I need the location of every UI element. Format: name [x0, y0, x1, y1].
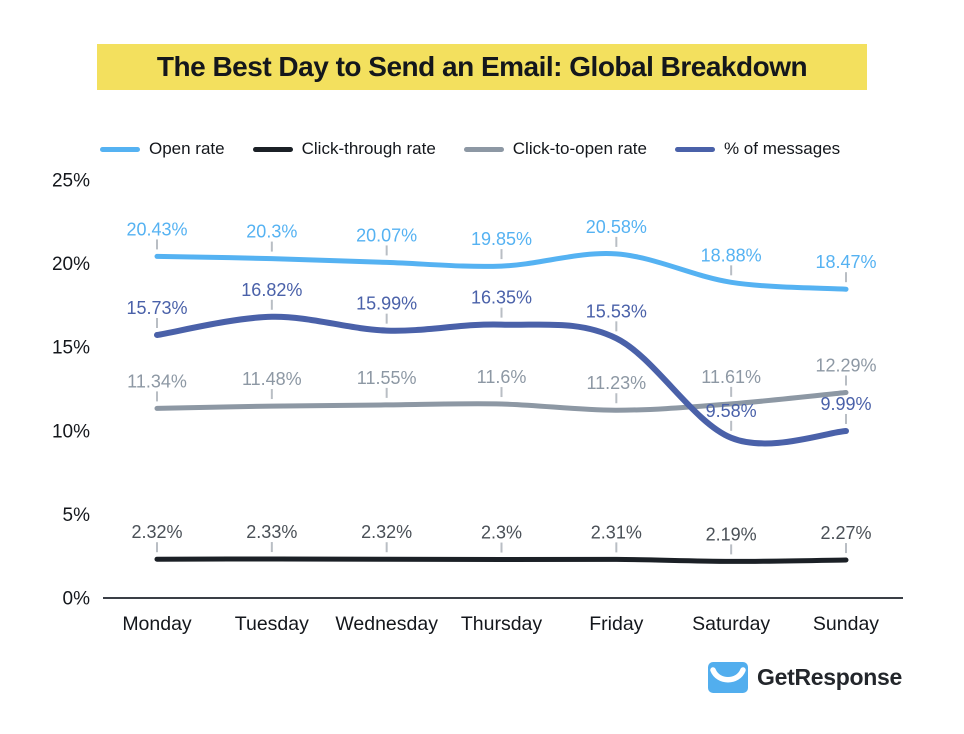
- data-label-click-through-rate: 2.27%: [820, 523, 871, 543]
- data-label-of-messages: 15.73%: [126, 298, 187, 318]
- series-line-click-to-open-rate: [154, 390, 849, 413]
- data-label-click-through-rate: 2.3%: [481, 523, 522, 543]
- x-axis-label: Monday: [122, 613, 192, 635]
- x-axis-label: Thursday: [461, 613, 543, 635]
- data-label-click-through-rate: 2.32%: [131, 522, 182, 542]
- data-label-open-rate: 20.07%: [356, 225, 417, 245]
- series-line-click-through-rate: [154, 556, 849, 564]
- data-label-click-to-open-rate: 11.6%: [477, 367, 527, 387]
- x-axis-label: Tuesday: [235, 613, 309, 635]
- x-axis-label: Saturday: [692, 613, 770, 635]
- data-label-of-messages: 15.53%: [586, 301, 647, 321]
- data-label-open-rate: 18.47%: [815, 252, 876, 272]
- data-label-click-to-open-rate: 11.23%: [586, 373, 646, 393]
- series-line-of-messages: [154, 313, 849, 447]
- legend-item-click-through-rate: Click-through rate: [252, 139, 436, 159]
- y-axis-label: 15%: [52, 338, 90, 359]
- series-line-open-rate: [154, 251, 849, 292]
- legend-item-click-to-open-rate: Click-to-open rate: [463, 139, 647, 159]
- x-axis-label: Sunday: [813, 613, 879, 635]
- data-label-open-rate: 20.58%: [586, 217, 647, 237]
- getresponse-logo-icon: [708, 662, 749, 693]
- y-axis-label: 25%: [52, 171, 90, 192]
- data-label-click-through-rate: 2.31%: [591, 522, 642, 542]
- data-label-click-to-open-rate: 11.34%: [127, 371, 187, 391]
- y-axis-label: 20%: [52, 254, 90, 275]
- x-axis-label: Friday: [589, 613, 643, 635]
- data-label-of-messages: 15.99%: [356, 294, 417, 314]
- data-label-of-messages: 9.99%: [820, 394, 871, 414]
- data-label-open-rate: 20.43%: [126, 219, 187, 239]
- y-axis-label: 10%: [52, 421, 90, 442]
- data-label-click-to-open-rate: 11.48%: [242, 369, 302, 389]
- legend-swatch-click-through-rate: [252, 146, 293, 152]
- data-label-of-messages: 9.58%: [706, 401, 757, 421]
- chart-title-text: The Best Day to Send an Email: Global Br…: [156, 51, 808, 82]
- legend-label: Click-to-open rate: [512, 139, 647, 158]
- legend-swatch-of-messages: [674, 146, 715, 152]
- legend-label: Click-through rate: [301, 139, 436, 158]
- data-label-of-messages: 16.35%: [471, 288, 532, 308]
- x-axis-label: Wednesday: [335, 613, 438, 635]
- data-label-of-messages: 16.82%: [241, 280, 302, 300]
- y-axis-label: 5%: [63, 505, 91, 526]
- legend-item-of-messages: % of messages: [674, 139, 841, 159]
- data-label-click-to-open-rate: 11.55%: [357, 368, 417, 388]
- data-label-open-rate: 18.88%: [701, 245, 762, 265]
- legend-swatch-open-rate: [100, 146, 140, 152]
- legend-swatch-click-to-open-rate: [463, 146, 504, 152]
- legend: Open rate Click-through rate Click-to-open…: [100, 139, 840, 159]
- y-axis-label: 0%: [63, 589, 91, 610]
- legend-label: % of messages: [723, 139, 841, 158]
- data-label-click-to-open-rate: 12.29%: [815, 356, 876, 376]
- data-label-click-through-rate: 2.19%: [706, 524, 757, 544]
- data-label-open-rate: 20.3%: [246, 222, 297, 242]
- legend-label: Open rate: [149, 139, 225, 158]
- brand-name: GetResponse: [757, 664, 902, 690]
- data-label-click-through-rate: 2.32%: [361, 522, 412, 542]
- brand-footer: GetResponse: [708, 662, 902, 693]
- data-label-open-rate: 19.85%: [471, 229, 532, 249]
- legend-item-open-rate: Open rate: [100, 139, 225, 159]
- chart-title: The Best Day to Send an Email: Global Br…: [97, 44, 867, 90]
- data-label-click-through-rate: 2.33%: [246, 522, 297, 542]
- data-label-click-to-open-rate: 11.61%: [701, 367, 761, 387]
